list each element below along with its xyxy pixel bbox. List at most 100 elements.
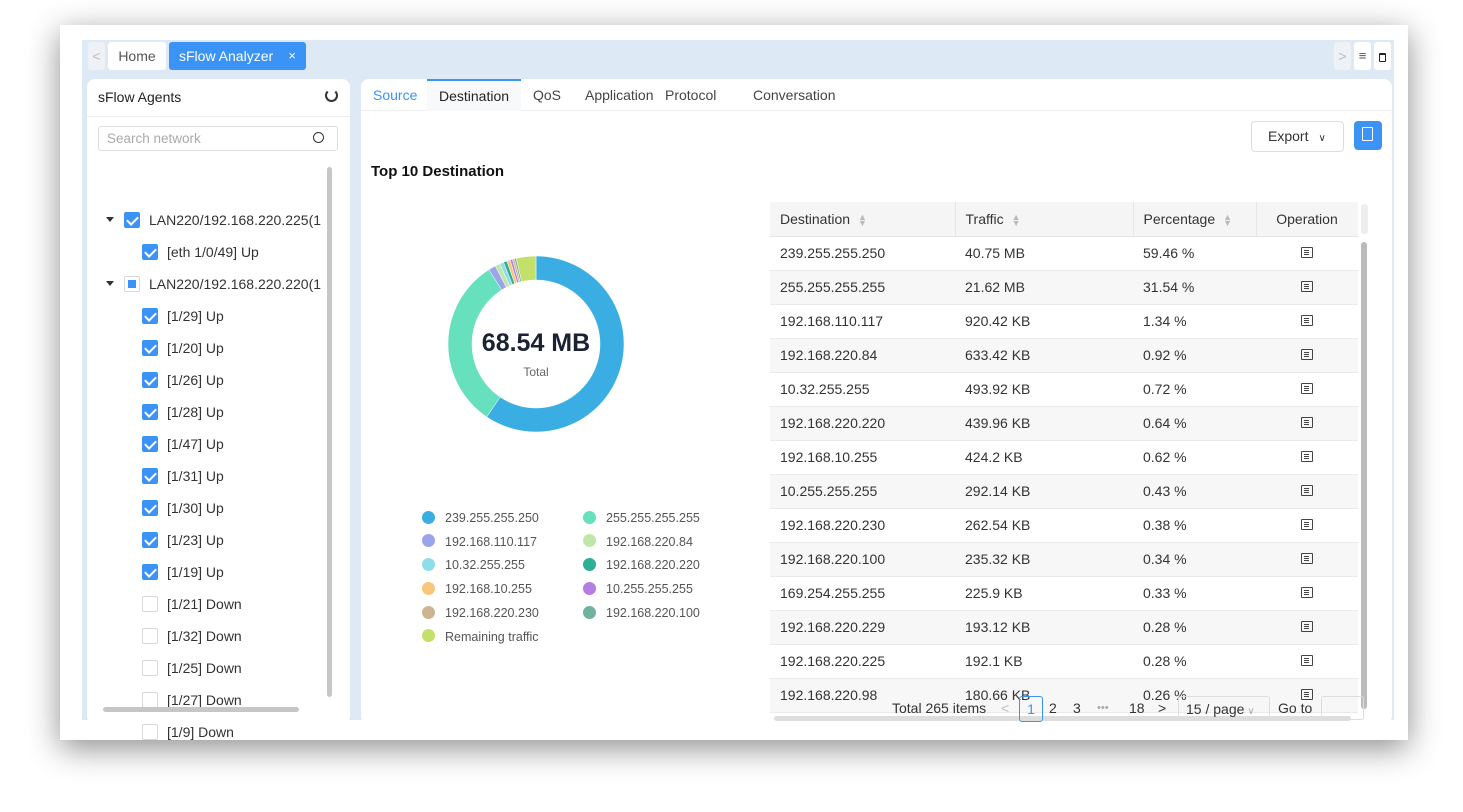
next-page-button[interactable]: > — [1158, 700, 1167, 716]
column-label: Destination — [780, 210, 851, 227]
details-icon[interactable] — [1301, 417, 1313, 428]
table-cell: 192.168.220.220 — [770, 406, 955, 441]
details-icon[interactable] — [1301, 247, 1313, 258]
details-icon[interactable] — [1301, 349, 1313, 360]
checkbox[interactable] — [142, 340, 158, 356]
tab-qos[interactable]: QoS — [533, 87, 562, 103]
legend-item[interactable]: 10.32.255.255 — [422, 556, 525, 574]
checkbox[interactable] — [124, 212, 140, 228]
legend-item[interactable]: 192.168.110.117 — [422, 533, 537, 551]
tabs-back-button[interactable]: < — [88, 42, 105, 70]
tabs-forward-button[interactable]: > — [1334, 42, 1351, 70]
menu-icon[interactable]: ≡ — [1354, 42, 1371, 70]
export-button[interactable]: Export ∨ — [1251, 121, 1344, 152]
details-icon[interactable] — [1301, 621, 1313, 632]
details-icon[interactable] — [1301, 315, 1313, 326]
details-icon[interactable] — [1301, 689, 1313, 700]
tree-vertical-scrollbar[interactable] — [327, 167, 332, 697]
prev-page-button[interactable]: < — [1001, 700, 1010, 716]
details-icon[interactable] — [1301, 519, 1313, 530]
checkbox[interactable] — [124, 276, 140, 292]
checkbox[interactable] — [142, 596, 158, 612]
legend-dot — [422, 581, 435, 595]
table-horizontal-scrollbar[interactable] — [774, 716, 1351, 721]
caret-down-icon[interactable] — [106, 281, 114, 286]
tab-sflow-analyzer[interactable]: sFlow Analyzer × — [169, 42, 306, 70]
refresh-icon[interactable] — [325, 89, 338, 102]
sort-icon[interactable]: ▲ ▼ — [1011, 212, 1021, 229]
legend-label: 192.168.110.117 — [445, 534, 537, 549]
details-icon[interactable] — [1301, 485, 1313, 496]
checkbox[interactable] — [142, 244, 158, 260]
sort-icon[interactable]: ▲ ▼ — [1223, 212, 1233, 229]
tab-protocol[interactable]: Protocol — [665, 87, 717, 103]
checkbox[interactable] — [142, 564, 158, 580]
legend-dot — [422, 605, 435, 619]
donut-slice[interactable] — [486, 255, 625, 433]
column-header[interactable]: Destination ▲ ▼ — [770, 202, 956, 237]
tab-application[interactable]: Application — [585, 87, 654, 103]
checkbox[interactable] — [142, 436, 158, 452]
tree-item-label: [1/31] Up — [167, 468, 224, 484]
caret-down-icon[interactable] — [106, 217, 114, 222]
column-header[interactable]: Traffic ▲ ▼ — [955, 202, 1134, 237]
legend-item[interactable]: 192.168.220.84 — [583, 533, 693, 551]
table-row: 239.255.255.250 40.75 MB 59.46 % — [770, 236, 1358, 271]
details-icon[interactable] — [1301, 383, 1313, 394]
trash-icon[interactable] — [1374, 42, 1391, 70]
page-button[interactable]: 1 — [1019, 696, 1043, 722]
page-button[interactable]: 18 — [1129, 700, 1145, 716]
page-ellipsis[interactable]: ••• — [1097, 702, 1109, 714]
tab-home[interactable]: Home — [108, 42, 166, 70]
tree-item-label: [1/20] Up — [167, 340, 224, 356]
legend-item[interactable]: Remaining traffic — [422, 628, 539, 646]
legend-item[interactable]: 192.168.220.100 — [583, 604, 700, 622]
checkbox[interactable] — [142, 372, 158, 388]
tree-item-label: [1/26] Up — [167, 372, 224, 388]
page-button[interactable]: 3 — [1073, 700, 1081, 716]
tree-horizontal-scrollbar[interactable] — [103, 707, 299, 712]
legend-dot — [422, 558, 435, 572]
details-icon[interactable] — [1301, 281, 1313, 292]
legend-item[interactable]: 192.168.220.230 — [422, 604, 539, 622]
report-search-button[interactable] — [1354, 121, 1382, 150]
operation-cell — [1256, 576, 1358, 611]
legend-item[interactable]: 192.168.10.255 — [422, 580, 532, 598]
legend-label: Remaining traffic — [445, 629, 539, 644]
checkbox[interactable] — [142, 692, 158, 708]
checkbox[interactable] — [142, 628, 158, 644]
checkbox[interactable] — [142, 532, 158, 548]
donut-slice[interactable] — [515, 255, 537, 282]
sort-icon[interactable]: ▲ ▼ — [858, 212, 867, 229]
table-cell: 493.92 KB — [955, 372, 1133, 407]
table-cell: 192.168.220.225 — [770, 644, 955, 679]
checkbox[interactable] — [142, 308, 158, 324]
legend-item[interactable]: 255.255.255.255 — [583, 509, 700, 527]
search-input[interactable]: Search network — [98, 126, 338, 151]
checkbox[interactable] — [142, 500, 158, 516]
legend-item[interactable]: 239.255.255.250 — [422, 509, 539, 527]
checkbox[interactable] — [142, 404, 158, 420]
legend-item[interactable]: 192.168.220.220 — [583, 556, 700, 574]
page-size-select[interactable]: 15 / page ∨ — [1178, 696, 1270, 720]
details-icon[interactable] — [1301, 553, 1313, 564]
tab-destination[interactable]: Destination — [427, 79, 522, 111]
tab-source[interactable]: Source — [373, 87, 418, 103]
table-row: 192.168.220.100 235.32 KB 0.34 % — [770, 542, 1358, 577]
column-header[interactable]: Percentage ▲ ▼ — [1133, 202, 1257, 237]
close-icon[interactable]: × — [288, 48, 296, 63]
checkbox[interactable] — [142, 660, 158, 676]
table-vertical-scrollbar[interactable] — [1361, 242, 1367, 709]
details-icon[interactable] — [1301, 655, 1313, 666]
goto-input[interactable] — [1321, 696, 1364, 720]
checkbox[interactable] — [142, 468, 158, 484]
checkbox[interactable] — [142, 724, 158, 740]
details-icon[interactable] — [1301, 587, 1313, 598]
page-button[interactable]: 2 — [1049, 700, 1057, 716]
table-row: 169.254.255.255 225.9 KB 0.33 % — [770, 576, 1358, 611]
details-icon[interactable] — [1301, 451, 1313, 462]
tab-conversation[interactable]: Conversation — [753, 87, 836, 103]
search-icon[interactable] — [313, 132, 324, 143]
table-cell: 262.54 KB — [955, 508, 1133, 543]
legend-item[interactable]: 10.255.255.255 — [583, 580, 693, 598]
